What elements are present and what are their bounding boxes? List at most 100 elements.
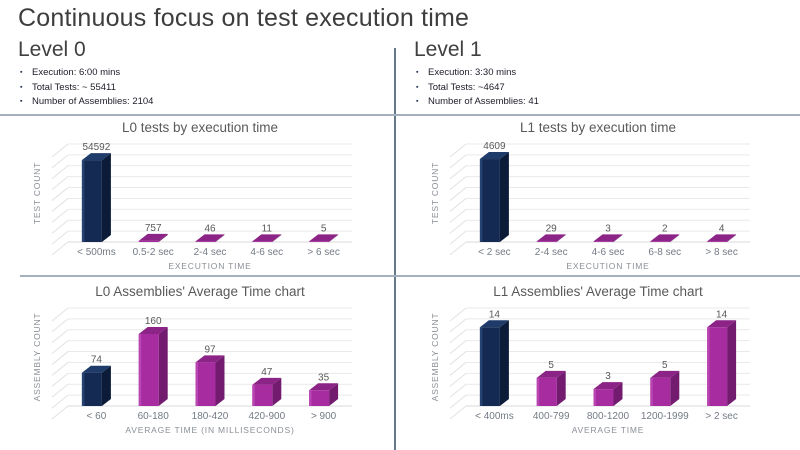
bar-side-face (101, 153, 111, 242)
x-axis-label: EXECUTION TIME (168, 261, 251, 271)
x-axis-label: AVERAGE TIME (572, 425, 645, 435)
x-axis-label: AVERAGE TIME (IN MILLISECONDS) (125, 425, 294, 435)
value-label: 74 (91, 355, 103, 366)
level1-section: Level 1 ▪ Execution: 3:30 mins ▪ Total Tes… (414, 38, 784, 110)
wall-hatch-line (51, 230, 69, 245)
chart-title: L0 Assemblies' Average Time chart (95, 284, 305, 299)
y-axis-label: ASSEMBLY COUNT (430, 313, 440, 402)
divider-vertical (394, 48, 396, 450)
bar-front-face (309, 241, 330, 242)
bullet-item: ▪ Execution: 6:00 mins (18, 66, 388, 81)
bar-top-face (309, 383, 339, 391)
chart-l0-assemblies: L0 Assemblies' Average Time chart 74 < 60… (10, 282, 390, 438)
wall-hatch-line (51, 340, 69, 355)
bullet-text: Total Tests: ~ 55411 (32, 81, 116, 93)
bar-edge-highlight (650, 377, 653, 406)
wall-hatch-line (51, 372, 69, 387)
bar-top-face (81, 153, 111, 161)
bar-top-face (138, 327, 168, 334)
wall-hatch-line (51, 405, 69, 420)
bar-side-face (329, 234, 339, 242)
value-label: 14 (716, 309, 728, 320)
wall-hatch-line (449, 143, 467, 158)
bar-front-face (252, 384, 273, 406)
bar-top-face (479, 320, 509, 328)
bar-edge-highlight (252, 384, 255, 406)
bar-side-face (158, 327, 168, 406)
chart-l1-tests: L1 tests by execution time 4609 < 2 sec 29… (408, 118, 788, 274)
bar-top-face (252, 234, 282, 242)
category-label: 6-8 sec (648, 247, 681, 258)
bar-top-face (195, 234, 225, 242)
value-label: 4 (719, 223, 725, 234)
bar-side-face (556, 370, 566, 406)
bullet-item: ▪ Total Tests: ~4647 (414, 81, 784, 96)
bullet-icon: ▪ (416, 69, 419, 76)
bar-top-face (650, 370, 680, 378)
category-label: < 400ms (475, 411, 514, 422)
chart-canvas-l0-tests: 54592 < 500ms 757 0.5-2 sec 46 2-4 sec 11 4-6 s… (32, 142, 352, 271)
chart-l1-assemblies: L1 Assemblies' Average Time chart 14 < 40… (408, 282, 788, 438)
bar-side-face (613, 382, 623, 406)
wall-hatch-line (51, 383, 69, 398)
wall-hatch-line (449, 176, 467, 191)
wall-hatch-line (51, 241, 69, 256)
bar-edge-highlight (138, 334, 142, 406)
wall-hatch-line (449, 241, 467, 256)
value-label: 2 (662, 223, 668, 234)
x-axis-label: EXECUTION TIME (566, 261, 649, 271)
bar-front-face (593, 241, 614, 242)
bar-front-face (593, 389, 614, 406)
bullet-icon: ▪ (20, 83, 23, 91)
category-label: 400-799 (533, 411, 570, 422)
category-label: < 2 sec (478, 247, 511, 258)
chart-title: L0 tests by execution time (121, 120, 279, 135)
bullet-text: Number of Assemblies: 2104 (32, 96, 154, 107)
level0-section: Level 0 ▪ Execution: 6:00 mins ▪ Total Tes… (18, 38, 388, 110)
level1-bullets: ▪ Execution: 3:30 mins ▪ Total Tests: ~464… (414, 66, 784, 110)
wall-hatch-line (449, 351, 467, 365)
bar-front-face (479, 327, 500, 406)
category-label: 0.5-2 sec (133, 247, 174, 258)
category-label: > 2 sec (705, 411, 738, 422)
wall-hatch-line (51, 143, 69, 158)
bar-side-face (272, 234, 282, 242)
bar-side-face (272, 377, 282, 406)
bar-front-face (195, 362, 216, 406)
bar-front-face (707, 327, 728, 406)
wall-hatch-line (51, 307, 69, 322)
bar-front-face (650, 241, 671, 242)
wall-hatch-line (449, 362, 467, 376)
category-label: 1200-1999 (641, 411, 689, 422)
bar-front-face (309, 390, 330, 406)
bar-top-face (81, 365, 111, 373)
bar-side-face (158, 233, 168, 242)
bar-edge-highlight (707, 327, 710, 406)
wall-hatch-line (449, 372, 467, 387)
wall-hatch-line (449, 208, 467, 223)
bar-edge-highlight (195, 362, 198, 406)
bullet-text: Execution: 3:30 mins (428, 67, 517, 78)
value-label: 5 (321, 223, 327, 234)
wall-hatch-line (449, 318, 467, 333)
slide-title: Continuous focus on test execution time (18, 4, 470, 32)
bar-side-face (613, 234, 623, 242)
bar-top-face (536, 370, 566, 378)
y-axis-label: ASSEMBLY COUNT (32, 313, 42, 402)
bar-top-face (707, 320, 737, 328)
bar-front-face (81, 372, 102, 406)
bar-front-face (81, 160, 102, 242)
bar-front-face (536, 377, 557, 406)
bullet-icon: ▪ (416, 98, 419, 105)
bar-top-face (138, 233, 168, 241)
y-axis-label: TEST COUNT (32, 162, 42, 224)
category-label: 60-180 (138, 411, 170, 422)
bar-side-face (727, 320, 737, 406)
bullet-item: ▪ Number of Assemblies: 41 (414, 95, 784, 110)
bullet-icon: ▪ (20, 69, 23, 76)
bullet-item: ▪ Number of Assemblies: 2104 (18, 95, 388, 110)
wall-hatch-line (449, 165, 467, 180)
wall-hatch-line (449, 329, 467, 344)
bullet-text: Total Tests: ~4647 (428, 81, 505, 93)
bar-edge-highlight (81, 160, 85, 242)
